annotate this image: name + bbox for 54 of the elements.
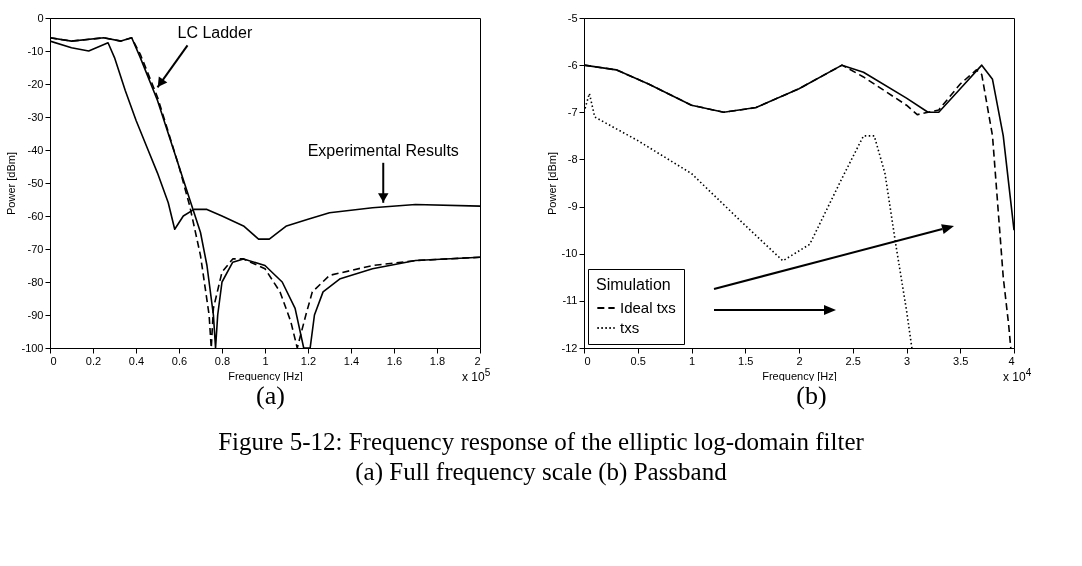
y-tick-label: -90 [27,308,44,321]
x-tick-label: 2 [796,354,803,367]
y-tick-label: -7 [567,105,578,118]
y-tick-label: -50 [27,176,44,189]
x-tick-label: 3.5 [953,354,969,367]
y-tick-label: -10 [27,44,44,57]
y-tick-label: -6 [567,58,578,71]
x-tick-label: 0.6 [171,354,188,367]
x-tick-label: 1 [688,354,696,367]
text: (b) [796,381,827,410]
y-tick-label: -70 [27,242,44,255]
y-tick-label: -100 [21,341,44,354]
y-tick-label: -8 [567,152,578,165]
x-axis-title: Frequency [Hz] [228,369,303,382]
x-tick-label: 3 [903,354,911,367]
x-tick-label: 0.4 [128,354,145,367]
legend-label: txs [620,319,640,336]
text: (a) Full frequency scale (b) Passband [354,457,728,487]
y-tick-label: -11 [562,294,578,307]
y-tick-label: 0 [37,11,44,24]
x-tick-label: 0 [50,354,57,367]
x-tick-label: 4 [1008,354,1015,367]
y-tick-label: -60 [27,209,44,222]
x-tick-label: 0.5 [630,354,646,367]
x-tick-label: 1.4 [343,354,360,367]
y-tick-label: -40 [27,143,44,156]
y-tick-label: -30 [27,110,44,123]
caption: Figure 5-12: Frequency response of the elliptic log-domain filter [217,427,865,457]
y-tick-label: -20 [27,77,44,90]
y-axis-title: Power [dBm] [545,152,558,215]
text: (a) [256,381,285,410]
y-tick-label: -80 [27,275,44,288]
text: x 10$^{5}$ [462,367,491,384]
x-tick-label: 0.2 [85,354,102,367]
x-tick-label: 1.8 [429,354,446,367]
x-tick-label: 0.8 [214,354,231,367]
text: x 10$^{4}$ [1003,367,1032,384]
x-tick-label: 0 [584,354,591,367]
annotation: LC Ladder [177,24,253,42]
y-tick-label: -12 [561,341,578,354]
x-axis-title: Frequency [Hz] [762,369,837,382]
x-tick-label: 1.5 [738,354,754,367]
y-tick-label: -5 [567,11,578,24]
legend-label: Ideal txs [620,299,676,316]
annotation: Experimental Results [307,141,459,159]
x-tick-label: 1 [262,354,269,367]
y-tick-label: -9 [567,200,578,213]
y-tick-label: -10 [561,247,578,260]
x-tick-label: 2.5 [845,354,861,367]
x-tick-label: 1.6 [386,354,403,367]
y-axis-title: Power [dBm] [5,152,18,215]
x-tick-label: 1.2 [300,354,317,367]
x-tick-label: 2 [474,354,481,367]
legend-title: Simulation [596,276,671,293]
